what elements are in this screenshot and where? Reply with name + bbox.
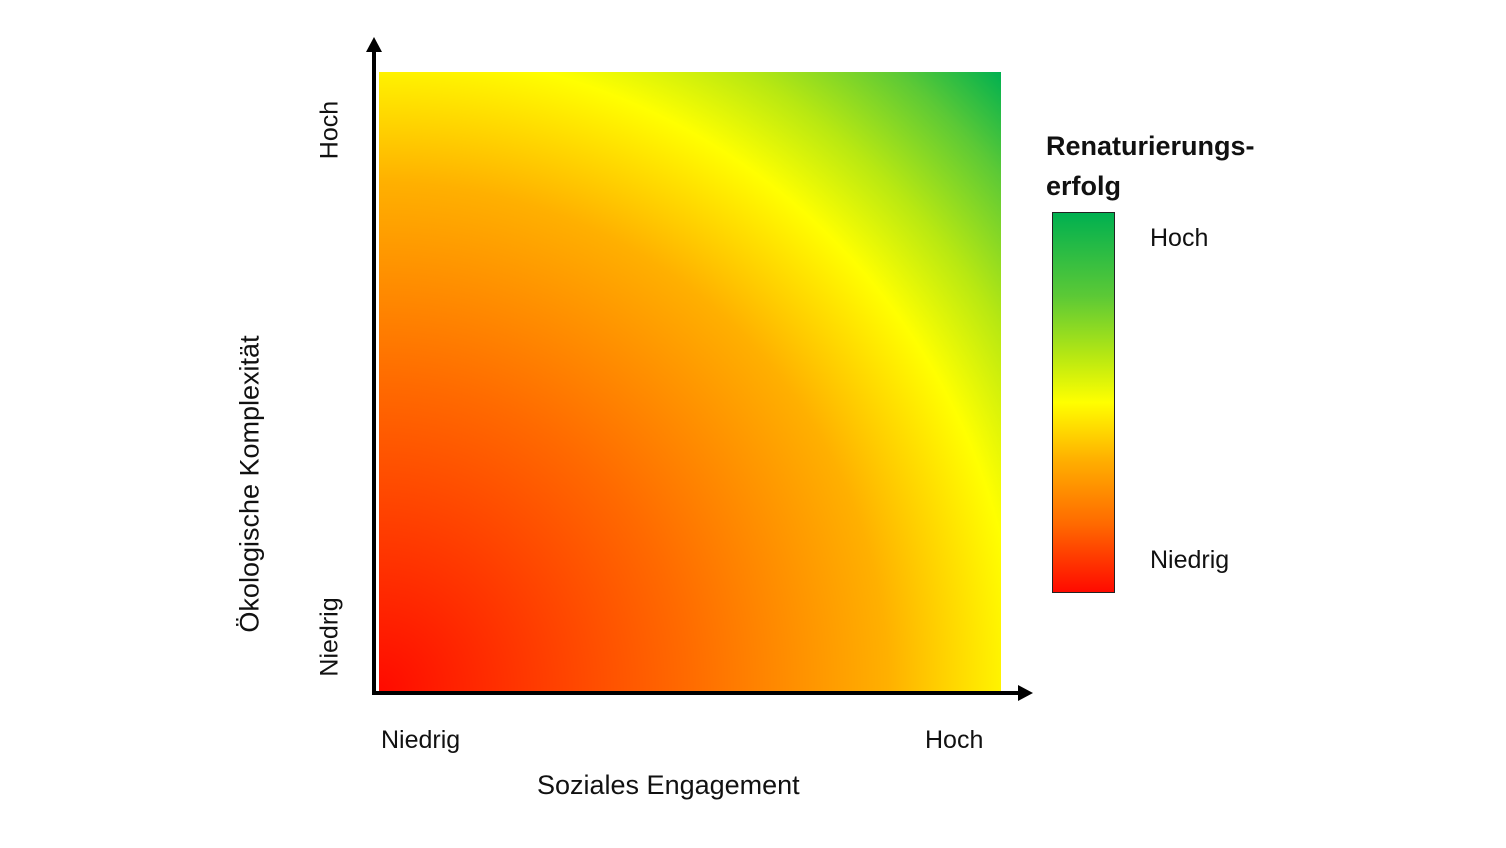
legend-high-label: Hoch — [1150, 224, 1209, 252]
y-axis-arrow-icon — [366, 37, 382, 52]
x-axis-low-label: Niedrig — [381, 726, 461, 754]
success-gradient-field — [379, 72, 1001, 692]
y-axis-low-label: Niedrig — [315, 597, 344, 677]
legend-low-label: Niedrig — [1150, 546, 1230, 574]
x-axis-arrow-icon — [1018, 685, 1033, 701]
y-axis-high-label: Hoch — [315, 100, 344, 160]
y-axis-title: Ökologische Komplexität — [234, 335, 265, 633]
legend-color-bar — [1052, 212, 1115, 593]
legend-title-line1: Renaturierungs- — [1046, 131, 1255, 161]
legend-title-line2: erfolg — [1046, 171, 1122, 201]
x-axis-high-label: Hoch — [925, 726, 984, 754]
x-axis-title: Soziales Engagement — [537, 770, 800, 800]
